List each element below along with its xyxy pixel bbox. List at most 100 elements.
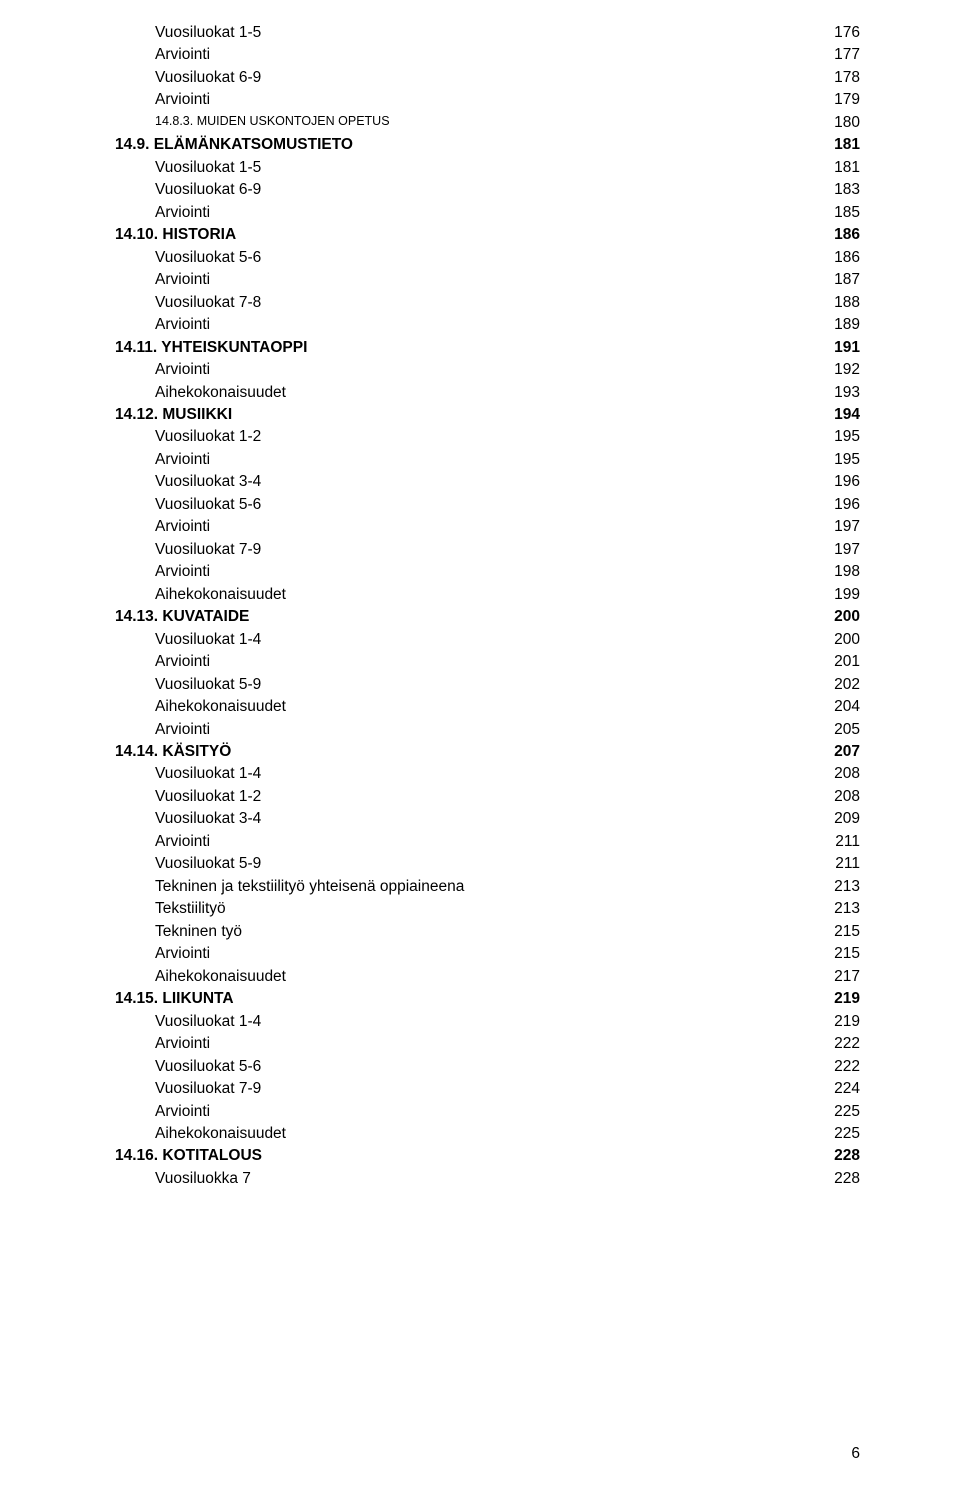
toc-row: Aihekokonaisuudet 217 — [115, 966, 860, 988]
toc-label: Arviointi — [115, 44, 210, 66]
toc-label: Tekninen ja tekstiilityö yhteisenä oppia… — [115, 876, 464, 898]
toc-label: 14.10. HISTORIA — [115, 224, 236, 246]
toc-label: Vuosiluokat 7-9 — [115, 1078, 261, 1100]
toc-page-number: 200 — [820, 629, 860, 651]
toc-label: Arviointi — [115, 1033, 210, 1055]
toc-row: Arviointi 177 — [115, 44, 860, 66]
toc-label: Vuosiluokat 7-9 — [115, 539, 261, 561]
toc-page-number: 199 — [820, 584, 860, 606]
toc-page-number: 217 — [820, 966, 860, 988]
toc-row: Arviointi 187 — [115, 269, 860, 291]
toc-label: Vuosiluokat 7-8 — [115, 292, 261, 314]
toc-label: Arviointi — [115, 943, 210, 965]
toc-label: Arviointi — [115, 269, 210, 291]
toc-row: Tekninen työ 215 — [115, 921, 860, 943]
toc-row: Vuosiluokat 5-6222 — [115, 1056, 860, 1078]
toc-row: Vuosiluokat 1-4219 — [115, 1011, 860, 1033]
toc-label: 14.15. LIIKUNTA — [115, 988, 234, 1010]
toc-label: Aihekokonaisuudet — [115, 966, 286, 988]
toc-label: Arviointi — [115, 314, 210, 336]
toc-row: Arviointi 189 — [115, 314, 860, 336]
toc-row: Tekstiilityö 213 — [115, 898, 860, 920]
toc-page-number: 197 — [820, 516, 860, 538]
toc-label: Tekninen työ — [115, 921, 242, 943]
toc-row: Vuosiluokat 5-9202 — [115, 674, 860, 696]
toc-row: 14.16. KOTITALOUS 228 — [115, 1145, 860, 1167]
toc-row: Vuosiluokat 5-6186 — [115, 247, 860, 269]
toc-label: Vuosiluokat 5-9 — [115, 674, 261, 696]
toc-label: Vuosiluokat 5-6 — [115, 1056, 261, 1078]
toc-row: Arviointi195 — [115, 449, 860, 471]
toc-page-number: 201 — [820, 651, 860, 673]
toc-page-number: 196 — [820, 494, 860, 516]
toc-row: Vuosiluokat 7-9 224 — [115, 1078, 860, 1100]
toc-page-number: 198 — [820, 561, 860, 583]
toc-row: Aihekokonaisuudet193 — [115, 382, 860, 404]
toc-page-number: 219 — [820, 1011, 860, 1033]
toc-page-number: 189 — [820, 314, 860, 336]
toc-page-number: 191 — [820, 337, 860, 359]
toc-page-number: 208 — [820, 763, 860, 785]
toc-page-number: 192 — [820, 359, 860, 381]
toc-page-number: 176 — [820, 22, 860, 44]
toc-label: Vuosiluokat 1-5 — [115, 22, 261, 44]
toc-row: Arviointi179 — [115, 89, 860, 111]
toc-row: Vuosiluokat 3-4196 — [115, 471, 860, 493]
toc-row: Arviointi192 — [115, 359, 860, 381]
toc-page-number: 215 — [820, 943, 860, 965]
toc-row: 14.11. YHTEISKUNTAOPPI191 — [115, 337, 860, 359]
toc-label: 14.13. KUVATAIDE — [115, 606, 249, 628]
toc-row: Vuosiluokat 5-6196 — [115, 494, 860, 516]
toc-page-number: 187 — [820, 269, 860, 291]
toc-row: Vuosiluokat 1-5 176 — [115, 22, 860, 44]
toc-page-number: 211 — [820, 831, 860, 853]
toc-row: Arviointi197 — [115, 516, 860, 538]
toc-row: Vuosiluokat 5-9211 — [115, 853, 860, 875]
toc-label: Arviointi — [115, 1101, 210, 1123]
toc-page-number: 200 — [820, 606, 860, 628]
toc-label: Vuosiluokat 1-5 — [115, 157, 261, 179]
toc-page-number: 215 — [820, 921, 860, 943]
toc-page-number: 228 — [820, 1145, 860, 1167]
toc-row: Vuosiluokat 1-2 195 — [115, 426, 860, 448]
toc-label: 14.14. KÄSITYÖ — [115, 741, 231, 763]
toc-page-number: 213 — [820, 898, 860, 920]
toc-page-number: 207 — [820, 741, 860, 763]
toc-row: 14.15. LIIKUNTA219 — [115, 988, 860, 1010]
toc-row: 14.12. MUSIIKKI194 — [115, 404, 860, 426]
toc-label: Vuosiluokat 1-2 — [115, 786, 261, 808]
toc-page-number: 195 — [820, 426, 860, 448]
toc-label: Aihekokonaisuudet — [115, 696, 286, 718]
toc-page-number: 225 — [820, 1101, 860, 1123]
toc-page-number: 224 — [820, 1078, 860, 1100]
toc-page-number: 179 — [820, 89, 860, 111]
toc-label: Tekstiilityö — [115, 898, 226, 920]
toc-label: Vuosiluokat 5-9 — [115, 853, 261, 875]
toc-page-number: 204 — [820, 696, 860, 718]
toc-label: Aihekokonaisuudet — [115, 1123, 286, 1145]
toc-label: 14.9. ELÄMÄNKATSOMUSTIETO — [115, 134, 353, 156]
toc-page-number: 183 — [820, 179, 860, 201]
toc-row: Arviointi 211 — [115, 831, 860, 853]
toc-label: Vuosiluokat 3-4 — [115, 471, 261, 493]
toc-page-number: 208 — [820, 786, 860, 808]
toc-page-number: 209 — [820, 808, 860, 830]
toc-row: Arviointi 225 — [115, 1101, 860, 1123]
toc-label: Arviointi — [115, 831, 210, 853]
toc-page-number: 228 — [820, 1168, 860, 1190]
toc-row: Aihekokonaisuudet 199 — [115, 584, 860, 606]
toc-row: Aihekokonaisuudet 204 — [115, 696, 860, 718]
toc-page-number: 177 — [820, 44, 860, 66]
toc-row: Vuosiluokat 1-2 208 — [115, 786, 860, 808]
toc-label: Arviointi — [115, 719, 210, 741]
toc-page-number: 205 — [820, 719, 860, 741]
toc-row: Vuosiluokat 6-9183 — [115, 179, 860, 201]
toc-row: 14.13. KUVATAIDE 200 — [115, 606, 860, 628]
toc-label: Aihekokonaisuudet — [115, 584, 286, 606]
toc-label: 14.8.3. MUIDEN USKONTOJEN OPETUS — [115, 112, 390, 134]
toc-label: Vuosiluokka 7 — [115, 1168, 251, 1190]
toc-label: Vuosiluokat 1-2 — [115, 426, 261, 448]
toc-page-number: 225 — [820, 1123, 860, 1145]
toc-label: 14.16. KOTITALOUS — [115, 1145, 262, 1167]
toc-row: Vuosiluokat 1-4208 — [115, 763, 860, 785]
